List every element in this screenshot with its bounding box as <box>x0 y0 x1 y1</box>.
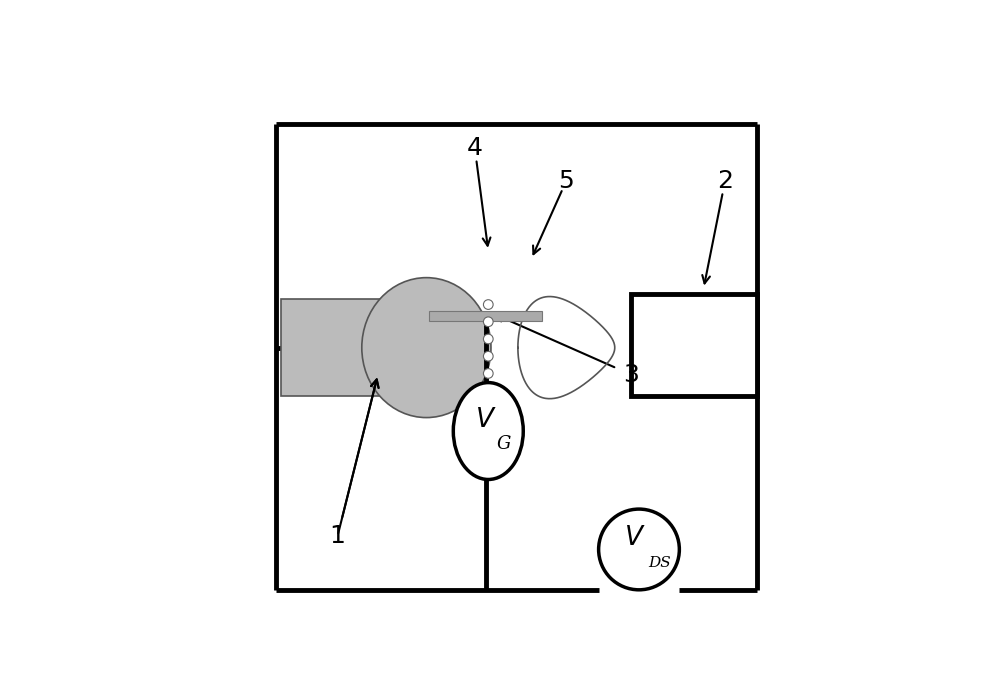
Bar <box>429 311 542 321</box>
Text: 3: 3 <box>623 363 639 387</box>
Text: G: G <box>496 435 511 454</box>
Circle shape <box>483 317 493 326</box>
Ellipse shape <box>453 382 523 480</box>
Text: DS: DS <box>648 556 671 570</box>
Text: 1: 1 <box>330 524 346 548</box>
Ellipse shape <box>362 278 491 417</box>
Circle shape <box>483 334 493 344</box>
Circle shape <box>483 352 493 361</box>
Circle shape <box>483 300 493 310</box>
Text: 4: 4 <box>467 136 483 161</box>
Bar <box>631 294 757 396</box>
Text: 5: 5 <box>558 168 574 193</box>
Bar <box>281 299 426 396</box>
Circle shape <box>483 368 493 378</box>
Circle shape <box>599 509 679 590</box>
Text: $\mathit{V}$: $\mathit{V}$ <box>624 525 645 550</box>
Text: 2: 2 <box>717 168 733 193</box>
Text: $\mathit{V}$: $\mathit{V}$ <box>475 407 496 432</box>
Circle shape <box>483 386 493 396</box>
Polygon shape <box>518 296 615 398</box>
